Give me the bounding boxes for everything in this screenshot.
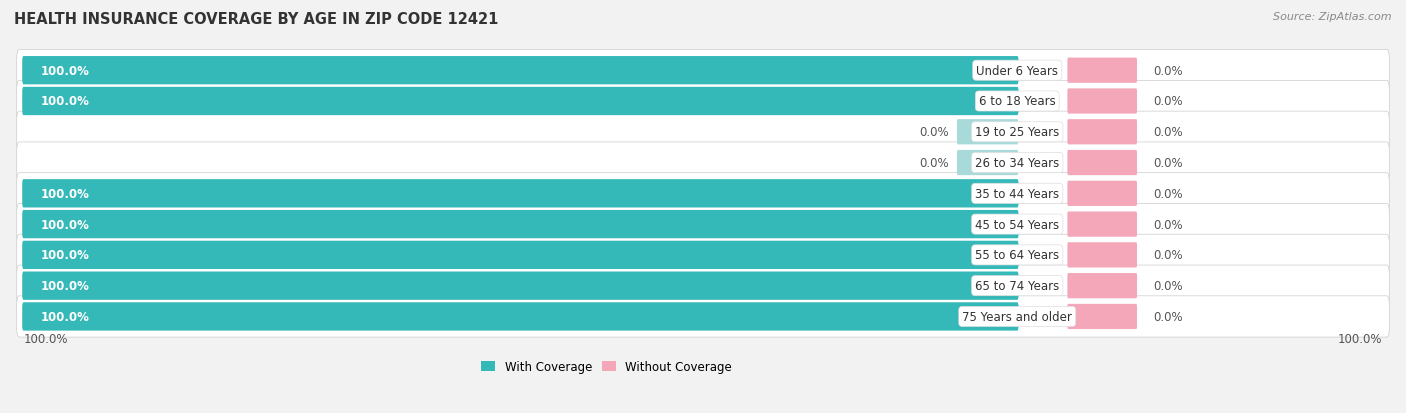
Text: 26 to 34 Years: 26 to 34 Years (976, 157, 1059, 170)
Text: 0.0%: 0.0% (1153, 188, 1182, 200)
Text: 75 Years and older: 75 Years and older (962, 310, 1073, 323)
Text: 0.0%: 0.0% (1153, 95, 1182, 108)
FancyBboxPatch shape (1067, 59, 1137, 83)
FancyBboxPatch shape (1067, 243, 1137, 268)
FancyBboxPatch shape (17, 112, 1389, 153)
FancyBboxPatch shape (22, 241, 1018, 269)
Text: 100.0%: 100.0% (41, 64, 90, 78)
FancyBboxPatch shape (22, 303, 1018, 331)
Text: 100.0%: 100.0% (41, 95, 90, 108)
FancyBboxPatch shape (1067, 151, 1137, 176)
FancyBboxPatch shape (22, 180, 1018, 208)
Text: 55 to 64 Years: 55 to 64 Years (976, 249, 1059, 262)
FancyBboxPatch shape (17, 50, 1389, 92)
FancyBboxPatch shape (957, 120, 1018, 145)
FancyBboxPatch shape (17, 142, 1389, 184)
FancyBboxPatch shape (17, 296, 1389, 337)
Text: 0.0%: 0.0% (1153, 126, 1182, 139)
FancyBboxPatch shape (22, 57, 1018, 85)
Text: Under 6 Years: Under 6 Years (976, 64, 1059, 78)
Text: 6 to 18 Years: 6 to 18 Years (979, 95, 1056, 108)
FancyBboxPatch shape (1067, 89, 1137, 114)
FancyBboxPatch shape (957, 151, 1018, 176)
FancyBboxPatch shape (22, 272, 1018, 300)
Text: 0.0%: 0.0% (1153, 310, 1182, 323)
Text: 65 to 74 Years: 65 to 74 Years (976, 280, 1059, 292)
Text: Source: ZipAtlas.com: Source: ZipAtlas.com (1274, 12, 1392, 22)
FancyBboxPatch shape (1067, 181, 1137, 206)
Text: 100.0%: 100.0% (41, 188, 90, 200)
Text: 35 to 44 Years: 35 to 44 Years (976, 188, 1059, 200)
Text: 100.0%: 100.0% (24, 332, 67, 345)
Text: HEALTH INSURANCE COVERAGE BY AGE IN ZIP CODE 12421: HEALTH INSURANCE COVERAGE BY AGE IN ZIP … (14, 12, 499, 27)
FancyBboxPatch shape (17, 204, 1389, 245)
FancyBboxPatch shape (1067, 212, 1137, 237)
Text: 45 to 54 Years: 45 to 54 Years (976, 218, 1059, 231)
Text: 100.0%: 100.0% (1339, 332, 1382, 345)
Text: 0.0%: 0.0% (1153, 280, 1182, 292)
Text: 19 to 25 Years: 19 to 25 Years (976, 126, 1059, 139)
Text: 100.0%: 100.0% (41, 218, 90, 231)
FancyBboxPatch shape (22, 211, 1018, 239)
FancyBboxPatch shape (17, 235, 1389, 276)
FancyBboxPatch shape (17, 266, 1389, 306)
Text: 0.0%: 0.0% (920, 157, 949, 170)
FancyBboxPatch shape (1067, 304, 1137, 329)
Text: 100.0%: 100.0% (41, 249, 90, 262)
Text: 0.0%: 0.0% (1153, 249, 1182, 262)
Text: 100.0%: 100.0% (41, 280, 90, 292)
Text: 0.0%: 0.0% (1153, 64, 1182, 78)
FancyBboxPatch shape (17, 173, 1389, 214)
Text: 0.0%: 0.0% (1153, 157, 1182, 170)
FancyBboxPatch shape (17, 81, 1389, 122)
Text: 0.0%: 0.0% (1153, 218, 1182, 231)
FancyBboxPatch shape (1067, 273, 1137, 299)
Text: 0.0%: 0.0% (920, 126, 949, 139)
FancyBboxPatch shape (22, 88, 1018, 116)
FancyBboxPatch shape (1067, 120, 1137, 145)
Legend: With Coverage, Without Coverage: With Coverage, Without Coverage (477, 355, 737, 377)
Text: 100.0%: 100.0% (41, 310, 90, 323)
